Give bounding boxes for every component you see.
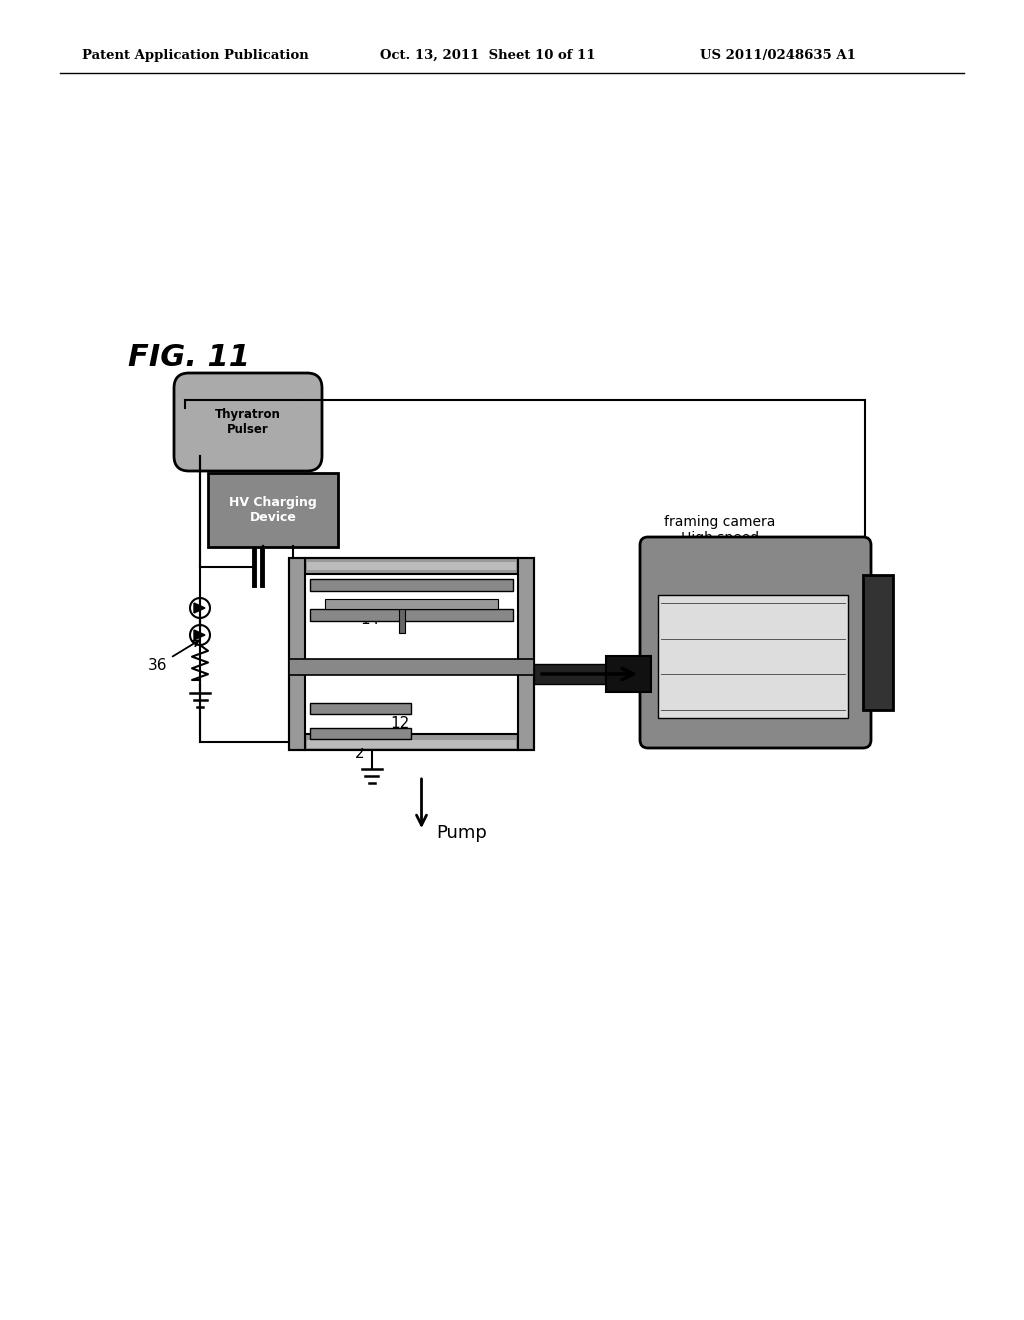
Bar xyxy=(307,741,516,748)
Text: US 2011/0248635 A1: US 2011/0248635 A1 xyxy=(700,49,856,62)
Bar xyxy=(289,558,534,750)
Bar xyxy=(606,656,651,692)
Bar xyxy=(289,659,534,675)
Bar xyxy=(305,734,518,750)
Text: 2: 2 xyxy=(355,747,365,762)
FancyBboxPatch shape xyxy=(174,374,322,471)
Text: Oct. 13, 2011  Sheet 10 of 11: Oct. 13, 2011 Sheet 10 of 11 xyxy=(380,49,596,62)
Bar xyxy=(305,558,518,574)
Bar xyxy=(289,558,305,750)
Circle shape xyxy=(190,624,210,645)
Bar xyxy=(310,579,513,591)
Text: Thyratron
Pulser: Thyratron Pulser xyxy=(215,408,281,436)
Bar xyxy=(305,574,518,734)
Bar xyxy=(310,704,411,714)
Text: HV Charging
Device: HV Charging Device xyxy=(229,496,316,524)
Bar xyxy=(658,595,848,718)
Polygon shape xyxy=(194,630,205,640)
Bar xyxy=(518,558,534,750)
FancyBboxPatch shape xyxy=(640,537,871,748)
Text: framing camera
High speed: framing camera High speed xyxy=(665,515,776,545)
Text: 14: 14 xyxy=(360,611,379,627)
Text: 12: 12 xyxy=(390,717,410,731)
Polygon shape xyxy=(194,603,205,612)
FancyBboxPatch shape xyxy=(208,473,338,546)
Bar xyxy=(310,729,411,739)
Text: 36: 36 xyxy=(148,640,199,673)
Bar xyxy=(307,562,516,570)
Bar xyxy=(863,576,893,710)
Bar xyxy=(310,609,513,620)
Bar xyxy=(398,603,404,634)
Text: Patent Application Publication: Patent Application Publication xyxy=(82,49,309,62)
Text: Pump: Pump xyxy=(436,824,487,842)
Bar xyxy=(325,599,498,609)
Bar xyxy=(534,664,640,684)
Text: FIG. 11: FIG. 11 xyxy=(128,343,250,372)
Circle shape xyxy=(190,598,210,618)
